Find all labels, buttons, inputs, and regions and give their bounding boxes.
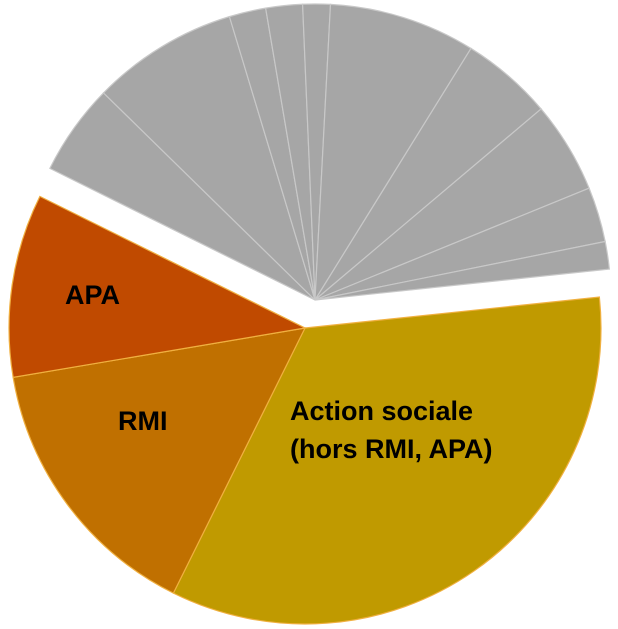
pie-slice: [102, 15, 316, 301]
pie-slice: [314, 3, 472, 301]
slice-label: RMI: [118, 406, 168, 436]
pie-slice: [8, 195, 307, 379]
pie-slice: [314, 240, 611, 301]
pie-slice: [12, 327, 307, 594]
slice-label: APA: [65, 280, 121, 310]
slice-label: Action sociale (hors RMI, APA): [290, 396, 493, 464]
